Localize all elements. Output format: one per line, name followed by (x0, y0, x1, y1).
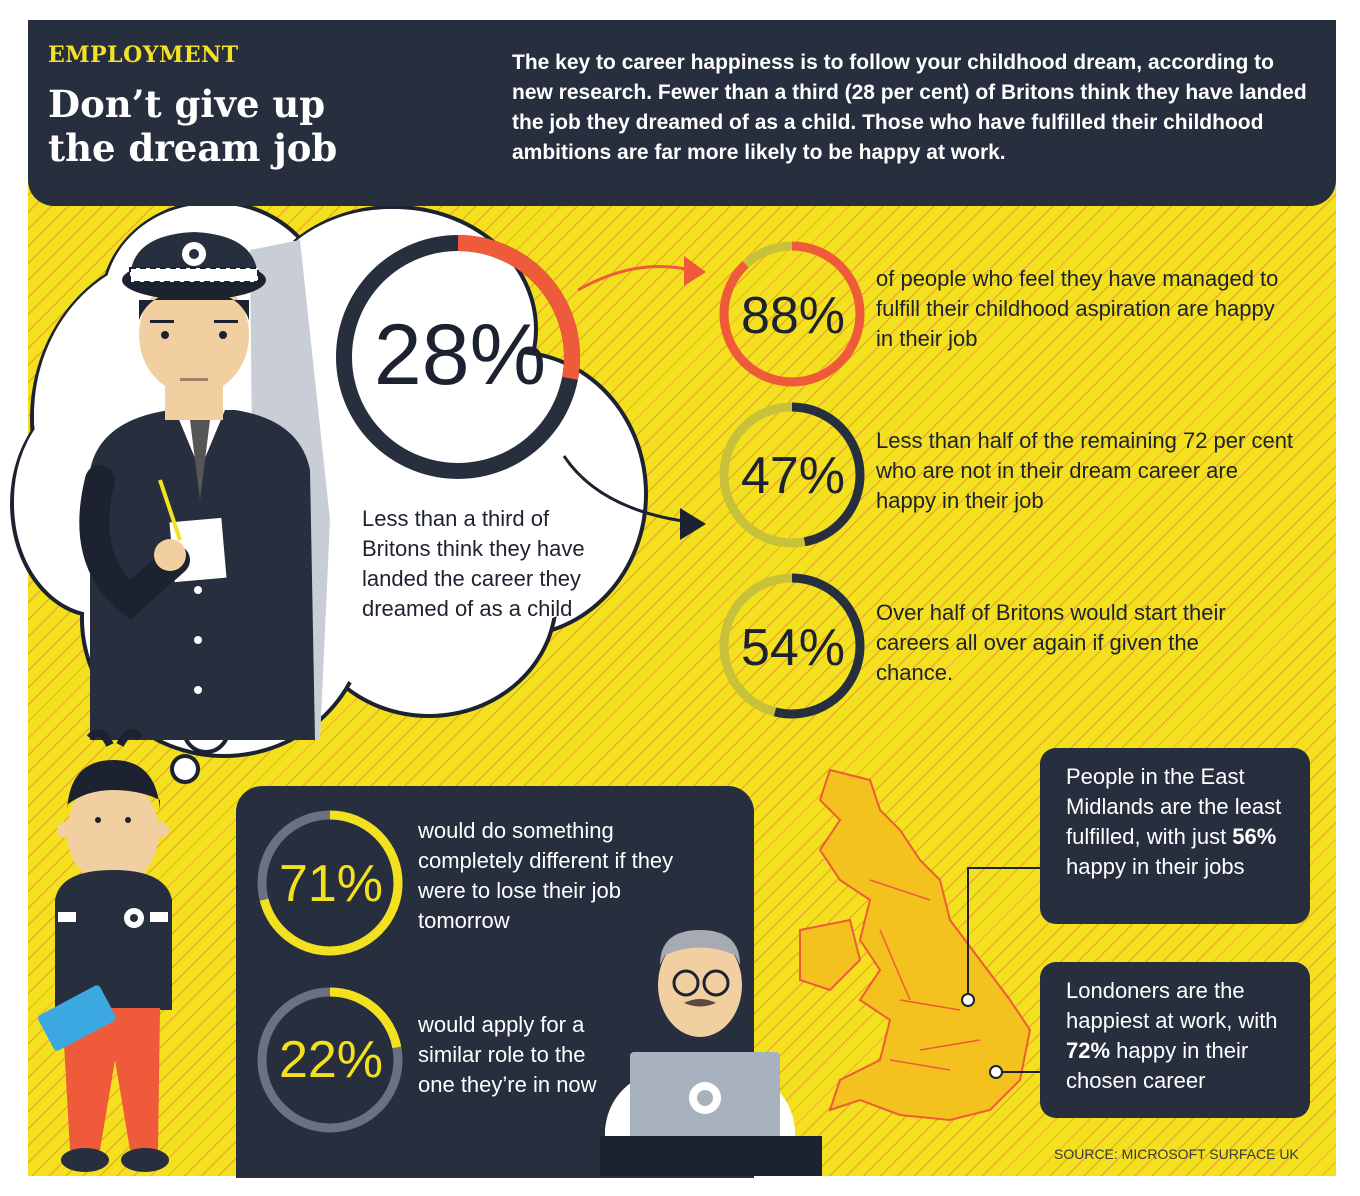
stat-54-value: 54% (740, 619, 846, 677)
stat-71-ring-arc (257, 810, 403, 956)
east-midlands-marker (961, 993, 975, 1007)
girl-illustration (38, 728, 172, 1172)
arrow-to-47 (562, 455, 691, 524)
page-title: Don’t give up the dream job (48, 82, 338, 170)
east-midlands-text-after: happy in their jobs (1066, 854, 1245, 879)
east-midlands-callout: People in the East Midlands are the leas… (1040, 748, 1310, 924)
london-text: Londoners are the happiest at work, with… (1066, 976, 1290, 1096)
man-at-computer-illustration (600, 930, 822, 1176)
section-kicker: EMPLOYMENT (48, 42, 239, 68)
source-note: SOURCE: MICROSOFT SURFACE UK (1054, 1146, 1299, 1162)
east-midlands-connector (967, 867, 1040, 1000)
arrow-to-47-head (680, 508, 706, 540)
stat-88-value: 88% (740, 287, 846, 345)
stat-47-value: 47% (740, 447, 846, 505)
stat-22-ring-arc (257, 987, 403, 1133)
london-marker (989, 1065, 1003, 1079)
header: EMPLOYMENT Don’t give up the dream job T… (28, 20, 1336, 206)
east-midlands-highlight: 56% (1232, 824, 1277, 849)
stat-22-text: would apply for a similar role to the on… (418, 1012, 597, 1097)
stat-54-ring-arc (719, 573, 865, 719)
arrow-to-88-head (684, 256, 706, 286)
main-stat-value: 28% (373, 307, 547, 403)
stat-47-text: Less than half of the remaining 72 per c… (876, 428, 1294, 513)
policeman-illustration (79, 232, 315, 740)
london-callout: Londoners are the happiest at work, with… (1040, 962, 1310, 1118)
stat-88-ring-arc (719, 241, 865, 387)
stat-88-text: of people who feel they have managed to … (876, 266, 1279, 351)
arrow-to-88 (577, 264, 699, 292)
london-text-after: happy in their chosen career (1066, 1038, 1249, 1093)
london-text-before: Londoners are the happiest at work, with (1066, 978, 1278, 1033)
stat-71-value: 71% (278, 855, 384, 913)
uk-map-illustration (799, 768, 1032, 1122)
intro-text: The key to career happiness is to follow… (512, 51, 1307, 164)
east-midlands-text: People in the East Midlands are the leas… (1066, 762, 1290, 882)
main-stat-ring-arc (336, 235, 580, 479)
stat-71-text: would do something completely different … (418, 818, 674, 933)
thought-bubble-small (170, 754, 200, 784)
main-stat-text: Less than a third of Britons think they … (362, 506, 585, 621)
stat-22-value: 22% (278, 1031, 384, 1089)
stat-47-ring-arc (719, 402, 865, 548)
london-highlight: 72% (1066, 1038, 1111, 1063)
stat-54-text: Over half of Britons would start their c… (876, 600, 1226, 685)
east-midlands-text-before: People in the East Midlands are the leas… (1066, 764, 1282, 849)
